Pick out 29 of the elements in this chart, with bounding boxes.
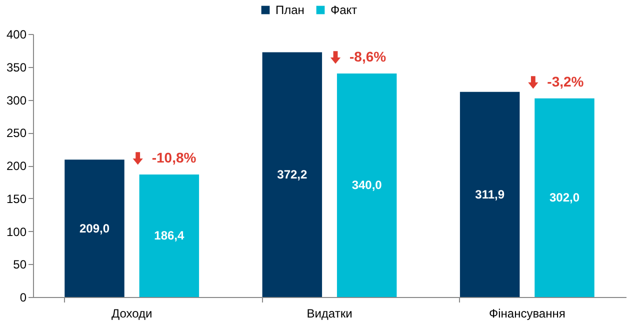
data-label: 311,9 — [475, 187, 505, 202]
bar — [460, 92, 520, 297]
x-tick-label: Видатки — [306, 306, 352, 320]
y-tick-label: 100 — [6, 224, 27, 239]
annotation: -10,8% — [152, 149, 197, 166]
y-tick-label: 400 — [6, 28, 27, 42]
y-tick-label: 300 — [6, 93, 27, 108]
bar — [336, 73, 397, 297]
data-label: 372,2 — [277, 168, 308, 182]
y-tick-label: 150 — [6, 192, 27, 206]
x-tick-label: Фінансування — [488, 306, 566, 320]
data-label: 302,0 — [549, 190, 580, 205]
data-label: 340,0 — [352, 178, 382, 192]
y-tick-label: 50 — [13, 258, 27, 272]
legend-label: Факт — [330, 3, 358, 17]
y-tick-label: 250 — [6, 126, 27, 140]
annotation: -3,2% — [547, 73, 584, 90]
bar — [139, 174, 200, 297]
y-tick-label: 350 — [6, 60, 27, 74]
data-label: 186,4 — [154, 228, 185, 243]
annotation: -8,6% — [350, 48, 387, 64]
y-tick-label: 0 — [20, 290, 27, 304]
bar — [262, 52, 322, 297]
legend-label: План — [276, 3, 304, 17]
bar — [534, 98, 594, 297]
y-tick-label: 200 — [6, 159, 27, 173]
x-tick-label: Доходи — [111, 306, 152, 320]
data-label: 209,0 — [79, 221, 110, 236]
bar — [64, 160, 124, 297]
